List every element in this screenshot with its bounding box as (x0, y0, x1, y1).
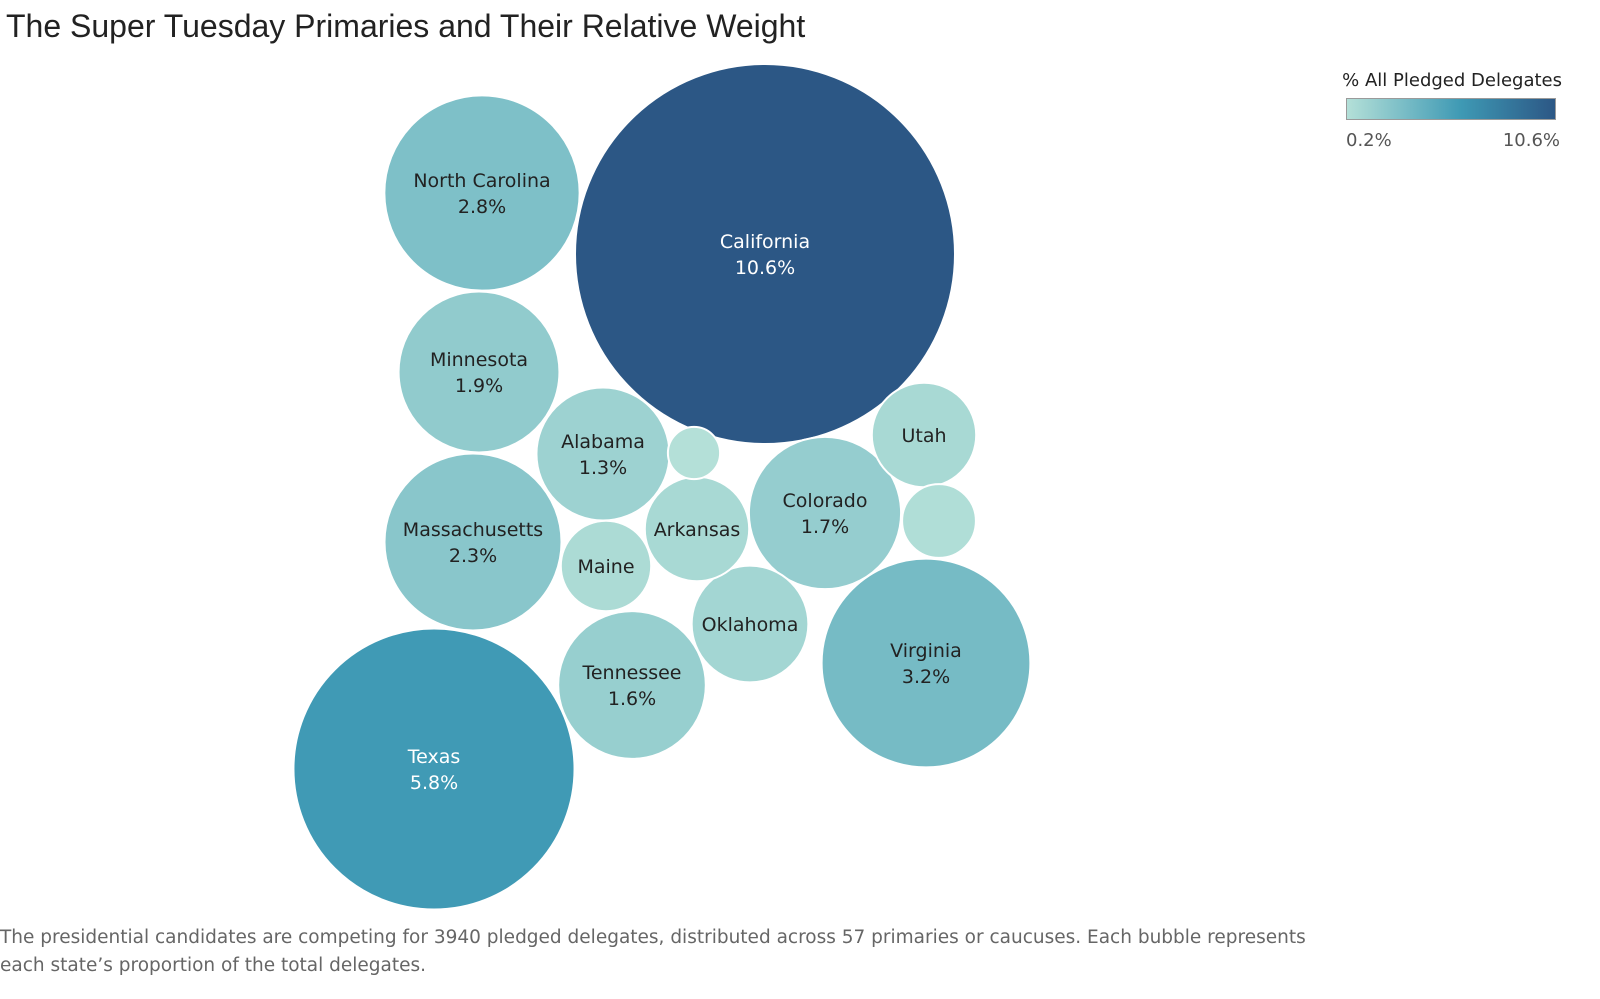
bubble-value-label: 1.9% (455, 375, 503, 397)
bubble-circle-california[interactable] (574, 63, 956, 445)
bubble-american-samoa[interactable] (666, 425, 722, 481)
bubble-circle-virginia[interactable] (820, 557, 1032, 769)
bubble-alabama[interactable]: Alabama 1.3% (535, 386, 671, 522)
bubble-value-label: 2.3% (449, 545, 497, 567)
chart-title: The Super Tuesday Primaries and Their Re… (6, 8, 806, 44)
bubble-circle-texas[interactable] (292, 627, 576, 911)
bubble-state-label: Maine (577, 556, 634, 578)
bubble-massachusetts[interactable]: Massachusetts 2.3% (383, 452, 563, 632)
legend-max-label: 10.6% (1502, 130, 1560, 151)
bubble-state-label: Arkansas (654, 519, 741, 541)
legend-color-ramp (1346, 98, 1556, 120)
bubble-oklahoma[interactable]: Oklahoma (690, 564, 810, 684)
bubble-utah[interactable]: Utah (870, 381, 978, 489)
bubble-value-label: 5.8% (410, 772, 458, 794)
bubble-state-label: California (720, 231, 810, 253)
bubble-state-label: Virginia (890, 640, 962, 662)
bubble-arkansas[interactable]: Arkansas (643, 475, 751, 583)
bubble-state-label: Massachusetts (403, 519, 543, 541)
legend-min-label: 0.2% (1346, 130, 1392, 151)
bubble-value-label: 1.6% (608, 688, 656, 710)
bubble-tennessee[interactable]: Tennessee 1.6% (557, 610, 707, 760)
bubble-state-label: Alabama (561, 431, 645, 453)
bubble-state-label: Texas (407, 746, 461, 768)
bubble-texas[interactable]: Texas 5.8% (292, 627, 576, 911)
bubble-circle-minnesota[interactable] (397, 290, 561, 454)
bubble-maine[interactable]: Maine (559, 519, 653, 613)
bubble-circle-vermont[interactable] (901, 483, 977, 559)
bubble-california[interactable]: California 10.6% (574, 63, 956, 445)
bubble-value-label: 3.2% (902, 666, 950, 688)
bubble-circle-tennessee[interactable] (557, 610, 707, 760)
bubble-value-label: 10.6% (735, 257, 795, 279)
bubble-colorado[interactable]: Colorado 1.7% (747, 435, 903, 591)
footnote: The presidential candidates are competin… (0, 927, 1306, 976)
bubble-value-label: 1.3% (579, 457, 627, 479)
bubble-value-label: 1.7% (801, 516, 849, 538)
bubble-state-label: Minnesota (430, 349, 528, 371)
bubble-circle-massachusetts[interactable] (383, 452, 563, 632)
bubble-state-label: Utah (901, 425, 946, 447)
bubble-circle-alabama[interactable] (535, 386, 671, 522)
bubble-vermont[interactable] (901, 483, 977, 559)
bubble-state-label: Colorado (783, 490, 868, 512)
bubble-circle-maine[interactable] (559, 519, 653, 613)
bubble-state-label: Tennessee (581, 662, 681, 684)
bubble-circle-american-samoa[interactable] (666, 425, 722, 481)
bubble-north-carolina[interactable]: North Carolina 2.8% (383, 94, 581, 292)
bubble-virginia[interactable]: Virginia 3.2% (820, 557, 1032, 769)
bubble-state-label: North Carolina (413, 170, 550, 192)
bubble-circle-colorado[interactable] (747, 435, 903, 591)
bubble-circle-north-carolina[interactable] (383, 94, 581, 292)
bubble-value-label: 2.8% (458, 196, 506, 218)
bubble-minnesota[interactable]: Minnesota 1.9% (397, 290, 561, 454)
legend-title: % All Pledged Delegates (1342, 70, 1562, 91)
bubble-state-label: Oklahoma (702, 614, 799, 636)
color-legend: % All Pledged Delegates 0.2% 10.6% (1340, 70, 1562, 160)
bubble-circle-oklahoma[interactable] (690, 564, 810, 684)
